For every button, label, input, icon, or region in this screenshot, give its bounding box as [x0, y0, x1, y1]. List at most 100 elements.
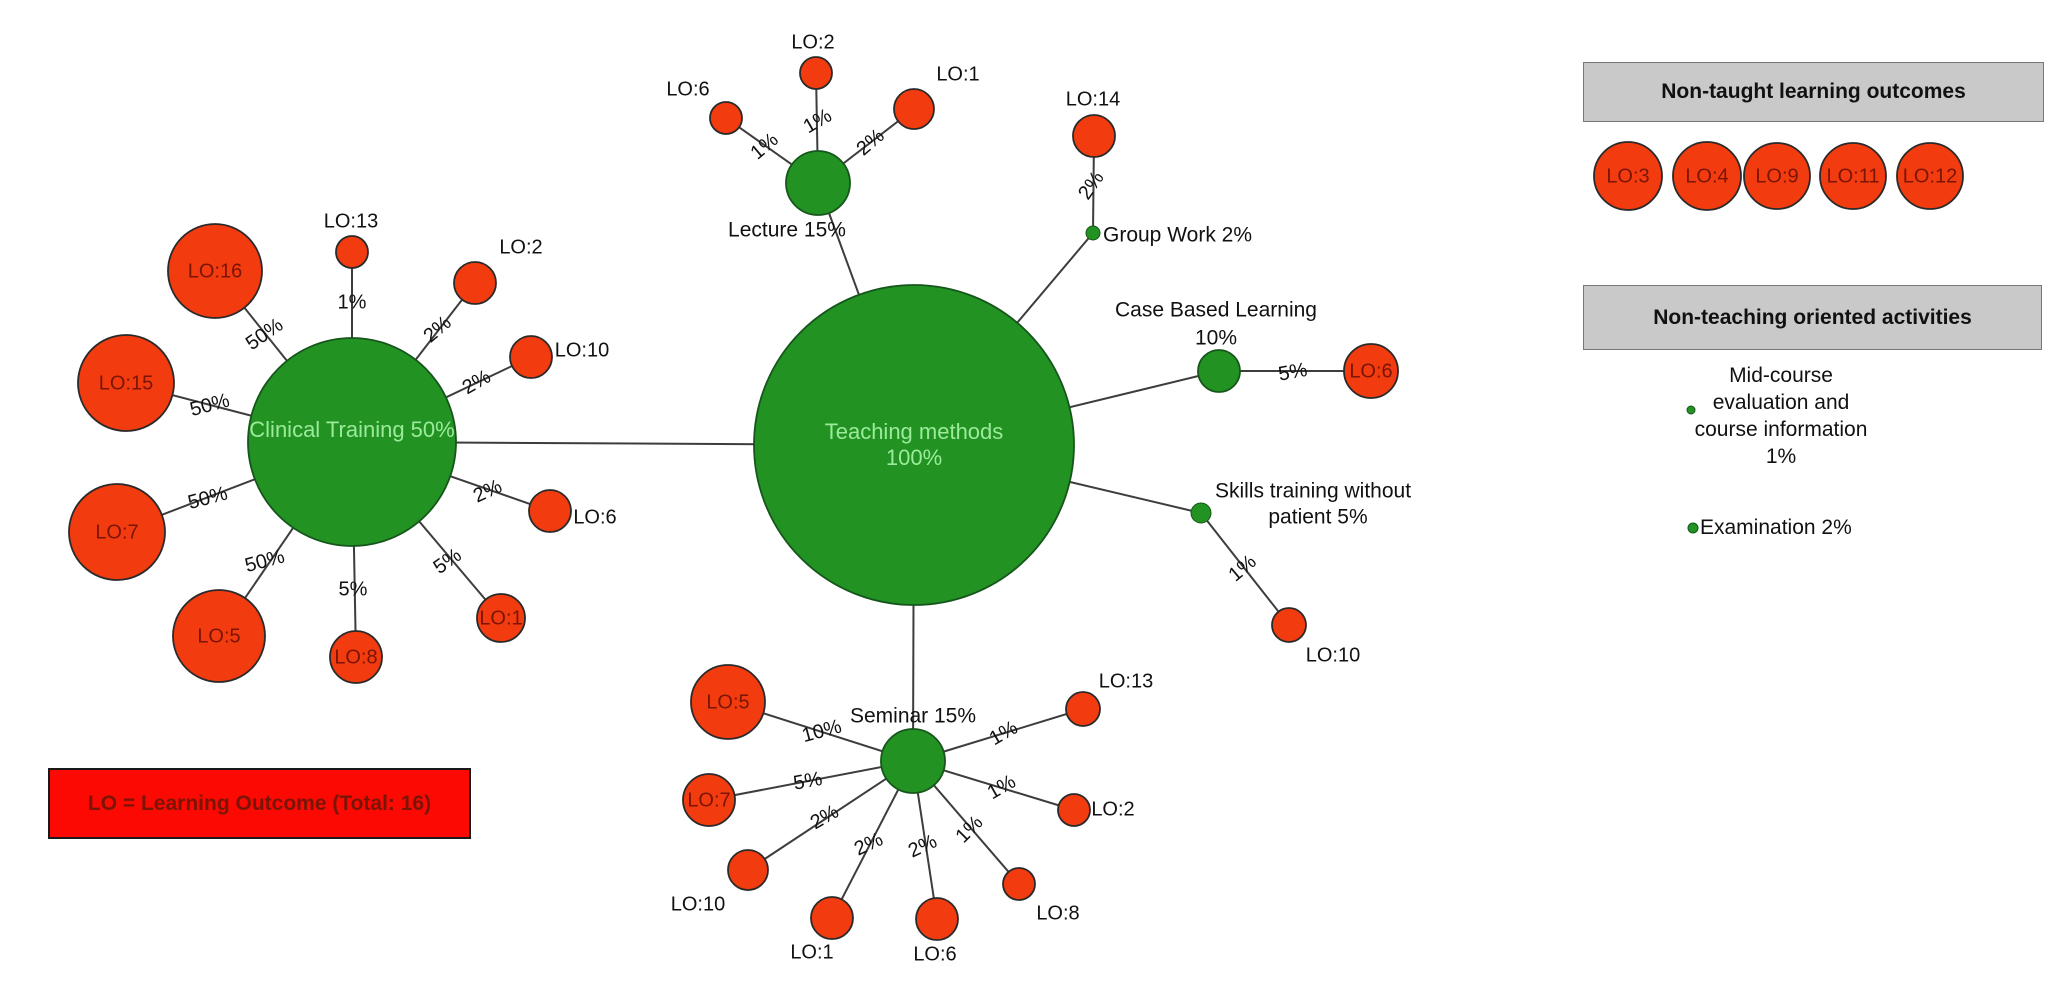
node-p-lo11 — [1819, 142, 1887, 210]
node-s-lo7 — [682, 773, 736, 827]
diagram-label: patient 5% — [1268, 506, 1367, 529]
node-p-lo12 — [1896, 142, 1964, 210]
diagram-label: LO:1 — [790, 941, 833, 963]
node-c-lo1 — [476, 593, 526, 643]
node-casebased — [1197, 349, 1241, 393]
edge-percent-label: 50% — [242, 314, 288, 355]
non-teaching-header: Non-teaching oriented activities — [1583, 285, 2042, 350]
diagram-label: LO:8 — [1036, 902, 1079, 924]
edge-seminar-s_lo10 — [747, 760, 914, 871]
node-s-lo1 — [810, 896, 854, 940]
diagram-label: LO:6 — [573, 506, 616, 528]
node-cb_lo6-inside-label: LO:6 — [1349, 360, 1392, 382]
edge-percent-label: 5% — [429, 544, 465, 579]
node-p_lo3-inside-label: LO:3 — [1606, 165, 1649, 187]
node-p_lo4-inside-label: LO:4 — [1685, 165, 1728, 187]
node-clinical-inside-label: Clinical Training 50% — [249, 417, 454, 442]
edge-percent-label: 1% — [800, 105, 836, 139]
diagram-label: LO:2 — [1091, 798, 1134, 820]
diagram-label: LO:6 — [913, 943, 956, 965]
node-c_lo16-inside-label: LO:16 — [188, 260, 242, 282]
edge-percent-label: 2% — [807, 801, 843, 835]
edge-percent-label: 1% — [986, 717, 1022, 751]
edge-percent-label: 2% — [852, 125, 888, 161]
node-c-lo16 — [167, 223, 263, 319]
edge-percent-label: 2% — [905, 830, 941, 862]
non-taught-header-label: Non-taught learning outcomes — [1661, 80, 1966, 103]
node-p_lo12-inside-label: LO:12 — [1903, 165, 1957, 187]
node-sk-lo10 — [1271, 607, 1307, 643]
node-s-lo6 — [915, 897, 959, 941]
node-c-lo8 — [329, 630, 383, 684]
edge-percent-label: 2% — [470, 475, 506, 507]
node-s_lo7-inside-label: LO:7 — [687, 789, 730, 811]
node-s-lo13 — [1065, 691, 1101, 727]
edge-percent-label: 5% — [792, 768, 825, 795]
edge-skills-sk_lo10 — [1200, 512, 1290, 626]
mid-course-line-3: course information — [1694, 418, 1868, 441]
edge-seminar-s_lo7 — [708, 760, 914, 801]
node-teaching — [753, 284, 1075, 606]
node-s-lo2 — [1057, 793, 1091, 827]
node-p-lo3 — [1593, 141, 1663, 211]
node-c-lo7 — [68, 483, 166, 581]
node-s_lo5-inside-label: LO:5 — [706, 691, 749, 713]
node-c_lo7-inside-label: LO:7 — [95, 521, 138, 543]
node-d-exam — [1687, 522, 1699, 534]
node-lecture — [785, 150, 851, 216]
mid-course-activity-label: Mid-course evaluation and course informa… — [1656, 362, 1906, 470]
node-c_lo1-inside-label: LO:1 — [479, 607, 522, 629]
diagram-label: Lecture 15% — [728, 219, 846, 242]
diagram-label: LO:10 — [555, 339, 609, 361]
diagram-label: LO:1 — [936, 63, 979, 85]
diagram-label: LO:13 — [324, 210, 378, 232]
node-c-lo5 — [172, 589, 266, 683]
node-l-lo2 — [799, 56, 833, 90]
diagram-label: Case Based Learning — [1115, 299, 1317, 322]
node-c-lo13 — [335, 235, 369, 269]
node-p_lo9-inside-label: LO:9 — [1755, 165, 1798, 187]
node-c_lo15-inside-label: LO:15 — [99, 372, 153, 394]
diagram-label: Group Work 2% — [1103, 224, 1252, 247]
node-teaching-inside-label: Teaching methods 100% — [825, 419, 1004, 470]
node-p-lo9 — [1743, 142, 1811, 210]
edge-percent-label: 2% — [459, 366, 495, 400]
edge-percent-label: 2% — [851, 828, 887, 860]
node-c_lo8-inside-label: LO:8 — [334, 646, 377, 668]
mid-course-line-4: 1% — [1765, 445, 1797, 468]
edge-percent-label: 2% — [419, 312, 455, 348]
edge-percent-label: 50% — [186, 482, 231, 514]
diagram-label: LO:13 — [1099, 670, 1153, 692]
diagram-label: LO:2 — [791, 31, 834, 53]
edge-percent-label: 1% — [746, 129, 782, 165]
node-groupwork — [1085, 225, 1101, 241]
non-teaching-header-label: Non-teaching oriented activities — [1653, 305, 1972, 329]
edge-percent-label: 1% — [984, 771, 1020, 805]
non-taught-header: Non-taught learning outcomes — [1583, 62, 2044, 122]
node-seminar — [880, 728, 946, 794]
diagram-label: 10% — [1195, 327, 1237, 350]
edge-percent-label: 50% — [243, 545, 288, 577]
node-clinical — [247, 337, 457, 547]
node-s-lo5 — [690, 664, 766, 740]
node-c-lo10 — [509, 335, 553, 379]
edge-percent-label: 50% — [188, 389, 233, 421]
node-c-lo2 — [453, 261, 497, 305]
edge-percent-label: 5% — [1277, 359, 1310, 386]
node-c-lo15 — [77, 334, 175, 432]
diagram-label: LO:6 — [666, 78, 709, 100]
diagram-label: Seminar 15% — [850, 705, 976, 728]
diagram-label: LO:14 — [1066, 88, 1120, 110]
node-l-lo1 — [893, 88, 935, 130]
diagram-label: LO:2 — [499, 236, 542, 258]
edge-percent-label: 1% — [338, 291, 367, 313]
node-c-lo6 — [528, 489, 572, 533]
node-skills — [1190, 502, 1212, 524]
mid-course-line-1: Mid-course — [1729, 364, 1833, 387]
node-lo14 — [1072, 114, 1116, 158]
node-d-mid — [1686, 405, 1696, 415]
mid-course-line-2: evaluation and — [1712, 391, 1850, 414]
diagram-label: Skills training without — [1215, 480, 1411, 503]
